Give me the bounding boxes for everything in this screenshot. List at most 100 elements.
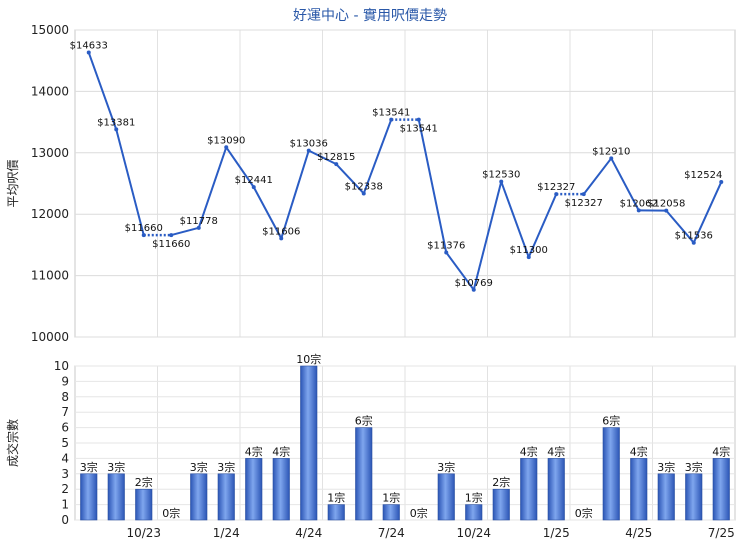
count-data-label: 0宗	[410, 506, 428, 520]
x-tick-label: 1/24	[213, 526, 240, 540]
price-point	[86, 50, 91, 55]
price-point	[719, 180, 724, 185]
count-data-label: 1宗	[327, 491, 345, 505]
count-bar	[685, 473, 703, 521]
price-point	[169, 233, 174, 238]
count-bar	[602, 427, 620, 521]
price-data-label: $11300	[510, 245, 548, 256]
count-bar	[712, 458, 730, 521]
count-data-label: 2宗	[135, 475, 153, 489]
price-line-segment	[665, 209, 695, 244]
price-data-label: $12327	[537, 182, 575, 193]
bar-y-tick: 10	[54, 359, 69, 373]
price-line-segment	[225, 146, 255, 188]
price-data-label: $13541	[372, 108, 410, 119]
count-data-label: 4宗	[547, 444, 565, 458]
bar-y-axis-label: 成交宗數	[5, 419, 20, 467]
price-line-segment	[335, 163, 365, 195]
count-data-label: 4宗	[520, 444, 538, 458]
price-data-label: $12910	[592, 146, 630, 157]
price-point	[664, 208, 669, 213]
count-bar	[300, 365, 318, 521]
count-bar	[547, 458, 565, 521]
count-data-label: 3宗	[217, 460, 235, 474]
price-point	[389, 117, 394, 122]
price-data-label: $13381	[97, 117, 135, 128]
line-y-tick: 13000	[31, 146, 69, 160]
count-bar	[272, 458, 290, 521]
price-data-label: $11778	[180, 216, 218, 227]
line-y-tick: 12000	[31, 207, 69, 221]
price-point	[306, 148, 311, 153]
price-point	[581, 192, 586, 197]
count-data-label: 3宗	[107, 460, 125, 474]
price-data-label: $12327	[565, 198, 603, 209]
bar-y-tick: 6	[61, 421, 69, 435]
count-bar	[355, 427, 373, 521]
bar-y-tick: 5	[61, 436, 69, 450]
bar-y-tick: 4	[61, 451, 69, 465]
price-point	[114, 127, 119, 132]
price-data-label: $12441	[235, 175, 273, 186]
price-line-segment	[280, 150, 310, 239]
bar-y-tick: 7	[61, 405, 69, 419]
count-data-label: 3宗	[657, 460, 675, 474]
price-data-label: $13090	[207, 135, 245, 146]
count-data-label: 4宗	[272, 444, 290, 458]
count-data-label: 0宗	[162, 506, 180, 520]
count-data-label: 3宗	[190, 460, 208, 474]
price-line-segment	[527, 193, 558, 258]
price-data-label: $11660	[152, 239, 190, 250]
price-data-label: $11536	[675, 231, 713, 242]
count-data-label: 1宗	[382, 491, 400, 505]
count-bar	[382, 504, 400, 521]
price-point	[251, 185, 256, 190]
price-data-label: $12530	[482, 170, 520, 181]
price-point	[141, 233, 146, 238]
bar-y-tick: 8	[61, 390, 69, 404]
count-bar	[107, 473, 125, 521]
x-tick-label: 1/25	[543, 526, 570, 540]
line-y-axis-label: 平均呎價	[6, 159, 20, 207]
price-line-segment	[252, 186, 283, 239]
price-point	[526, 255, 531, 260]
count-bar	[657, 473, 675, 521]
price-data-label: $13541	[400, 124, 438, 135]
price-data-label: $14633	[70, 41, 108, 52]
price-data-label: $12058	[647, 199, 685, 210]
count-data-label: 4宗	[630, 444, 648, 458]
bar-y-tick: 0	[61, 513, 69, 527]
price-data-label: $12338	[345, 181, 383, 192]
price-data-label: $11660	[125, 223, 163, 234]
count-data-label: 4宗	[712, 444, 730, 458]
price-data-label: $12062	[620, 198, 658, 209]
price-point	[196, 225, 201, 230]
price-line-segment	[308, 149, 337, 166]
bar-y-tick: 9	[61, 374, 69, 388]
price-line-segment	[445, 251, 475, 291]
price-point	[609, 156, 614, 161]
price-data-label: $12524	[684, 170, 722, 181]
count-bar	[520, 458, 538, 521]
price-line-segment	[362, 119, 393, 194]
price-point	[279, 236, 284, 241]
line-y-tick: 15000	[31, 23, 69, 37]
count-data-label: 3宗	[80, 460, 98, 474]
price-data-label: $12815	[317, 152, 355, 163]
price-line-segment	[500, 181, 530, 258]
line-y-tick: 14000	[31, 84, 69, 98]
count-data-label: 2宗	[492, 475, 510, 489]
price-point	[636, 208, 641, 213]
count-bar	[135, 488, 153, 521]
price-line-segment	[472, 181, 503, 291]
price-line-segment	[170, 226, 200, 237]
count-data-label: 0宗	[575, 506, 593, 520]
count-bar	[190, 473, 208, 521]
price-point	[499, 179, 504, 184]
x-tick-label: 4/25	[625, 526, 652, 540]
count-bar	[217, 473, 235, 521]
bar-y-tick: 2	[61, 482, 69, 496]
bar-y-tick: 3	[61, 467, 69, 481]
price-line-segment	[582, 157, 613, 195]
